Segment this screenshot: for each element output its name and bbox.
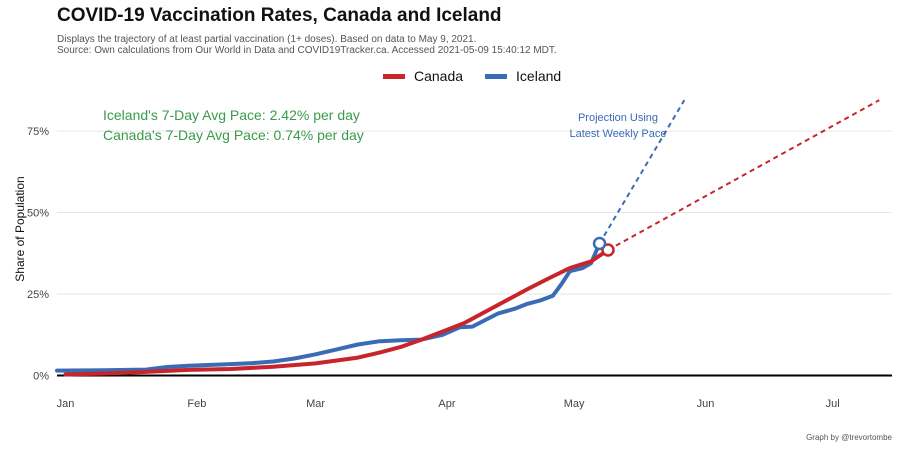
annotation-projection-line1: Projection Using (578, 112, 658, 124)
legend-swatch-canada (383, 73, 405, 79)
chart-title: COVID-19 Vaccination Rates, Canada and I… (57, 5, 502, 26)
credit-caption: Graph by @trevortombe (806, 433, 892, 442)
y-tick-label: 75% (27, 126, 49, 138)
legend-label-iceland: Iceland (516, 68, 562, 84)
annotation-projection-line2: Latest Weekly Pace (569, 128, 666, 140)
legend-item-iceland[interactable]: Iceland (485, 68, 561, 84)
x-tick-label: Apr (438, 398, 455, 410)
x-tick-label: Jun (697, 398, 715, 410)
y-tick-label: 0% (33, 370, 49, 382)
endpoint-marker-iceland (592, 236, 607, 251)
legend-item-canada[interactable]: Canada (383, 68, 463, 84)
chart-subtitle-line: Displays the trajectory of at least part… (57, 34, 477, 45)
x-tick-label: May (564, 398, 585, 410)
legend: Canada Iceland (383, 68, 583, 84)
x-tick-label: Jul (826, 398, 840, 410)
projection-line-iceland (598, 99, 686, 245)
series-line-canada (63, 248, 610, 377)
series-line-iceland (55, 241, 602, 373)
projection-line-canada (607, 99, 880, 251)
legend-label-canada: Canada (414, 68, 464, 84)
annotation-canada-pace: Canada's 7-Day Avg Pace: 0.74% per day (103, 127, 364, 143)
legend-swatch-iceland (485, 73, 508, 79)
x-tick-label: Jan (57, 398, 75, 410)
x-tick-label: Feb (187, 398, 206, 410)
y-tick-label: 25% (27, 289, 49, 301)
annotation-iceland-pace: Iceland's 7-Day Avg Pace: 2.42% per day (103, 107, 360, 123)
x-tick-label: Mar (306, 398, 325, 410)
y-tick-label: 50% (27, 208, 49, 220)
endpoint-marker-canada (601, 243, 615, 257)
chart-source-line: Source: Own calculations from Our World … (57, 45, 557, 56)
